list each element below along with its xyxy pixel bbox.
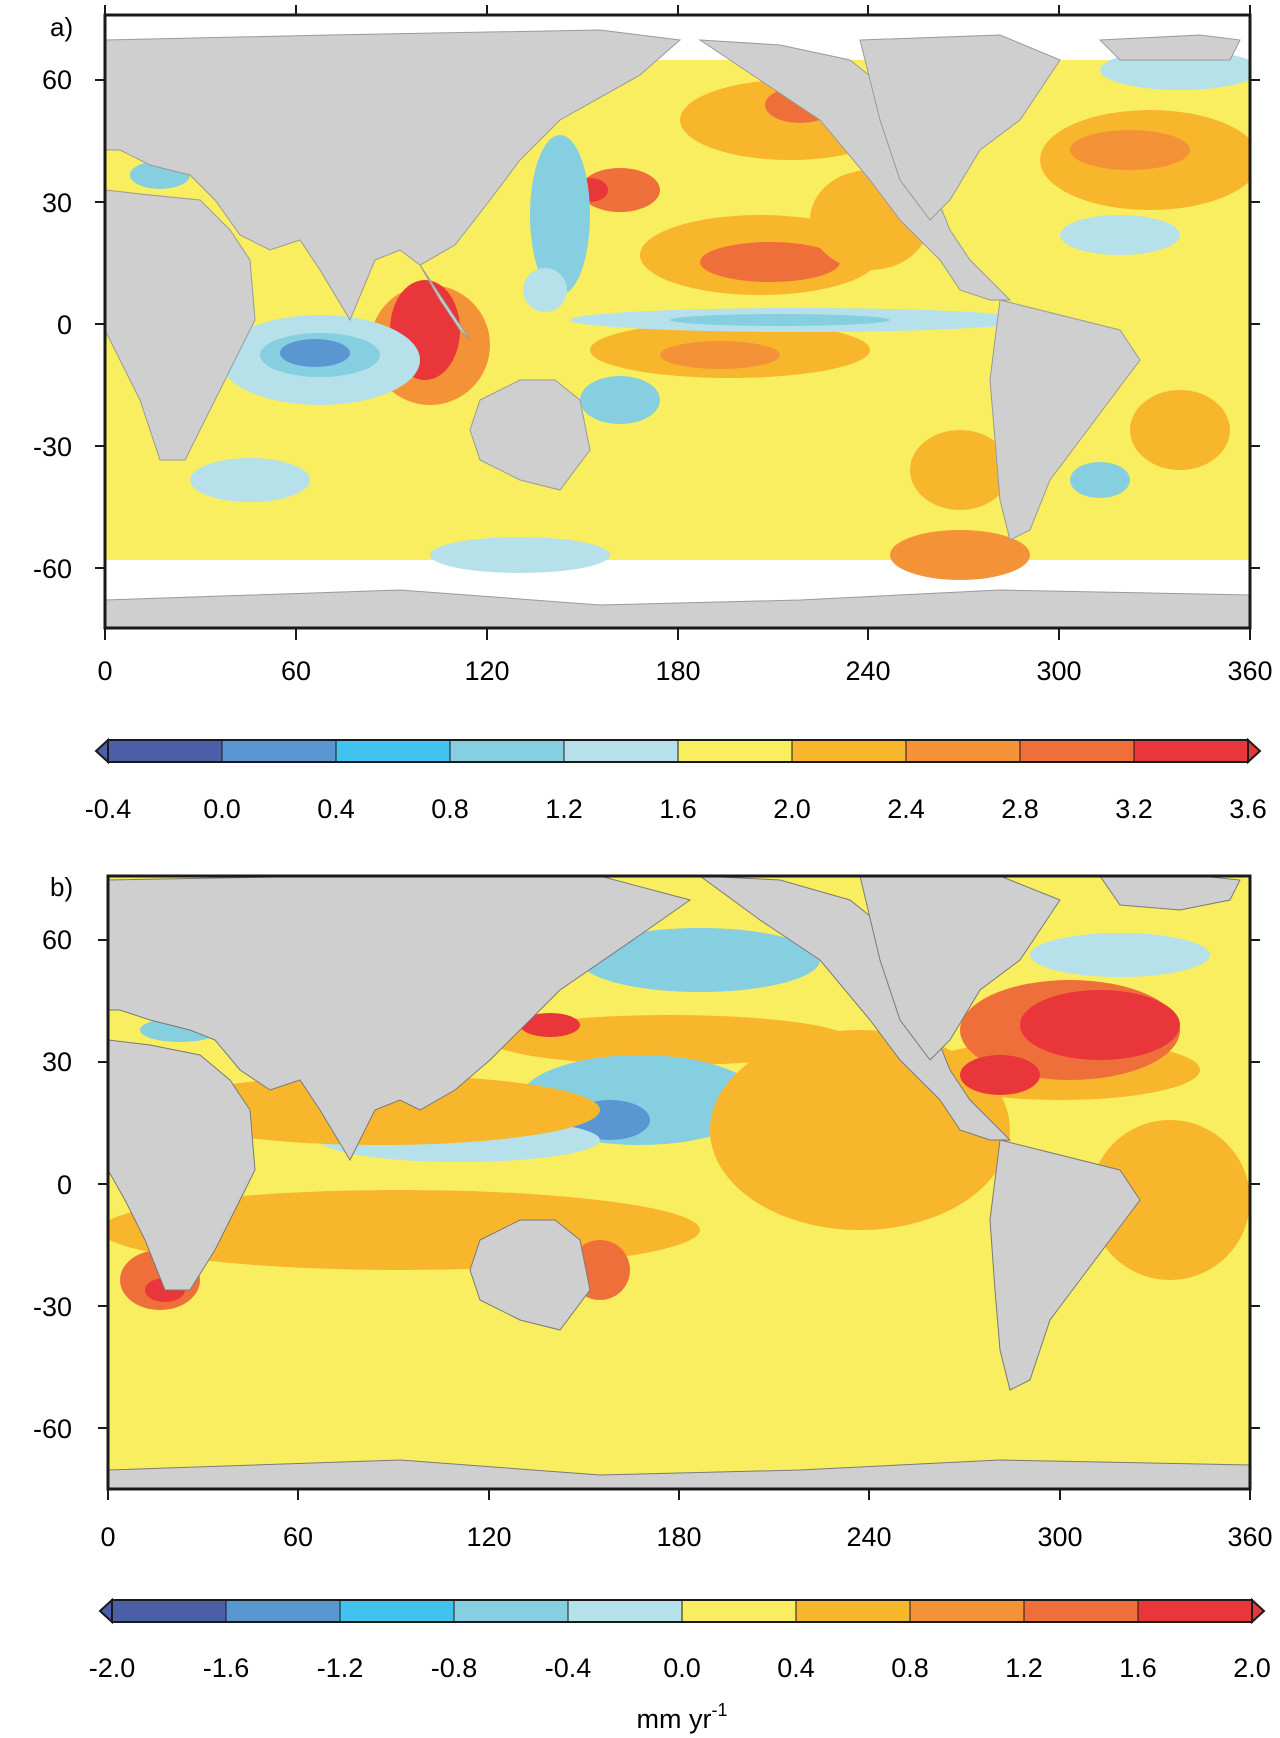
colorbar-tick-label: 0.0 (203, 794, 241, 824)
panel-b: b) 60 30 0 -30 -60 0 60 120 180 240 300 … (33, 872, 1273, 1734)
panel-b-lon-axis: 0 60 120 180 240 300 360 (100, 1522, 1272, 1552)
colorbar-swatch (1137, 1599, 1253, 1623)
colorbar-tick-label: 2.0 (773, 794, 811, 824)
lat-tick-label: 60 (42, 65, 72, 95)
colorbar-swatch (567, 1599, 683, 1623)
colorbar-swatch (449, 739, 565, 763)
colorbar-swatch (111, 1599, 227, 1623)
colorbar-tick-label: 1.6 (659, 794, 697, 824)
panel-a: a) 60 30 0 -30 -60 0 60 120 180 240 300 … (33, 5, 1273, 824)
lon-tick-label: 120 (466, 1522, 511, 1552)
colorbar-tick-label: 0.4 (777, 1653, 815, 1683)
colorbar-swatch (905, 739, 1021, 763)
panel-a-label: a) (50, 12, 73, 42)
colorbar-swatch (681, 1599, 797, 1623)
colorbar-swatch (909, 1599, 1025, 1623)
colorbar-swatch (453, 1599, 569, 1623)
lat-tick-label: 30 (42, 1047, 72, 1077)
colorbar-right-arrow (1247, 737, 1262, 765)
panel-a-land (105, 29, 1250, 628)
colorbar-tick-label: 3.6 (1229, 794, 1267, 824)
panel-a-lon-axis: 0 60 120 180 240 300 360 (97, 656, 1272, 686)
lon-tick-label: 180 (655, 656, 700, 686)
colorbar-tick-label: 1.6 (1119, 1653, 1157, 1683)
colorbar-tick-label: 1.2 (545, 794, 583, 824)
lon-tick-label: 120 (464, 656, 509, 686)
colorbar-tick-label: 2.8 (1001, 794, 1039, 824)
panel-a-colorbar-labels: -0.4 0.0 0.4 0.8 1.2 1.6 2.0 2.4 2.8 3.2… (85, 794, 1267, 824)
lat-tick-label: -60 (33, 1414, 72, 1444)
colorbar-tick-label: -2.0 (89, 1653, 136, 1683)
panel-b-lat-axis: 60 30 0 -30 -60 (33, 925, 72, 1444)
panel-b-label: b) (50, 872, 73, 902)
panel-b-colorbar (98, 1597, 1266, 1625)
colorbar-tick-label: -1.2 (317, 1653, 364, 1683)
panel-b-map (108, 876, 1250, 1489)
colorbar-swatch (107, 739, 223, 763)
panel-a-colorbar (94, 737, 1262, 765)
lat-tick-label: -30 (33, 1292, 72, 1322)
colorbar-swatch (335, 739, 451, 763)
colorbar-swatch (795, 1599, 911, 1623)
lon-tick-label: 300 (1037, 1522, 1082, 1552)
colorbar-tick-label: 0.4 (317, 794, 355, 824)
colorbar-tick-label: 0.8 (891, 1653, 929, 1683)
panel-b-colorbar-labels: -2.0 -1.6 -1.2 -0.8 -0.4 0.0 0.4 0.8 1.2… (89, 1653, 1271, 1683)
colorbar-swatch (563, 739, 679, 763)
panel-a-map (105, 15, 1250, 628)
lat-tick-label: 0 (57, 1170, 72, 1200)
panel-b-ticks (98, 939, 1260, 1500)
colorbar-tick-label: -1.6 (203, 1653, 250, 1683)
panel-a-field (130, 50, 1250, 580)
colorbar-tick-label: -0.4 (545, 1653, 592, 1683)
colorbar-swatch (1133, 739, 1249, 763)
lon-tick-label: 300 (1036, 656, 1081, 686)
lon-tick-label: 360 (1227, 656, 1272, 686)
colorbar-swatch (339, 1599, 455, 1623)
lat-tick-label: 60 (42, 925, 72, 955)
colorbar-tick-label: 2.4 (887, 794, 925, 824)
lon-tick-label: 0 (100, 1522, 115, 1552)
colorbar-swatch (1023, 1599, 1139, 1623)
lon-tick-label: 60 (283, 1522, 313, 1552)
colorbar-tick-label: 2.0 (1233, 1653, 1271, 1683)
colorbar-swatch (225, 1599, 341, 1623)
panel-a-ticks (95, 5, 1260, 640)
colorbar-tick-label: -0.4 (85, 794, 132, 824)
colorbar-frame (111, 1599, 1253, 1623)
lon-tick-label: 240 (845, 656, 890, 686)
panel-a-lat-axis: 60 30 0 -30 -60 (33, 65, 72, 584)
colorbar-swatch (221, 739, 337, 763)
colorbar-swatch (791, 739, 907, 763)
colorbar-units: mm yr-1 (637, 1700, 728, 1734)
lat-tick-label: -60 (33, 554, 72, 584)
colorbar-tick-label: 1.2 (1005, 1653, 1043, 1683)
colorbar-swatch (677, 739, 793, 763)
colorbar-tick-label: 0.0 (663, 1653, 701, 1683)
colorbar-tick-label: -0.8 (431, 1653, 478, 1683)
lon-tick-label: 360 (1227, 1522, 1272, 1552)
colorbar-left-arrow (94, 737, 109, 765)
colorbar-swatch (1019, 739, 1135, 763)
panel-b-land (108, 876, 1250, 1489)
lat-tick-label: 30 (42, 188, 72, 218)
lon-tick-label: 0 (97, 656, 112, 686)
lon-tick-label: 240 (846, 1522, 891, 1552)
colorbar-tick-label: 0.8 (431, 794, 469, 824)
colorbar-right-arrow (1251, 1597, 1266, 1625)
colorbar-tick-label: 3.2 (1115, 794, 1153, 824)
colorbar-left-arrow (98, 1597, 113, 1625)
colorbar-frame (107, 739, 1249, 763)
lon-tick-label: 60 (281, 656, 311, 686)
lat-tick-label: -30 (33, 432, 72, 462)
lon-tick-label: 180 (656, 1522, 701, 1552)
lat-tick-label: 0 (57, 310, 72, 340)
